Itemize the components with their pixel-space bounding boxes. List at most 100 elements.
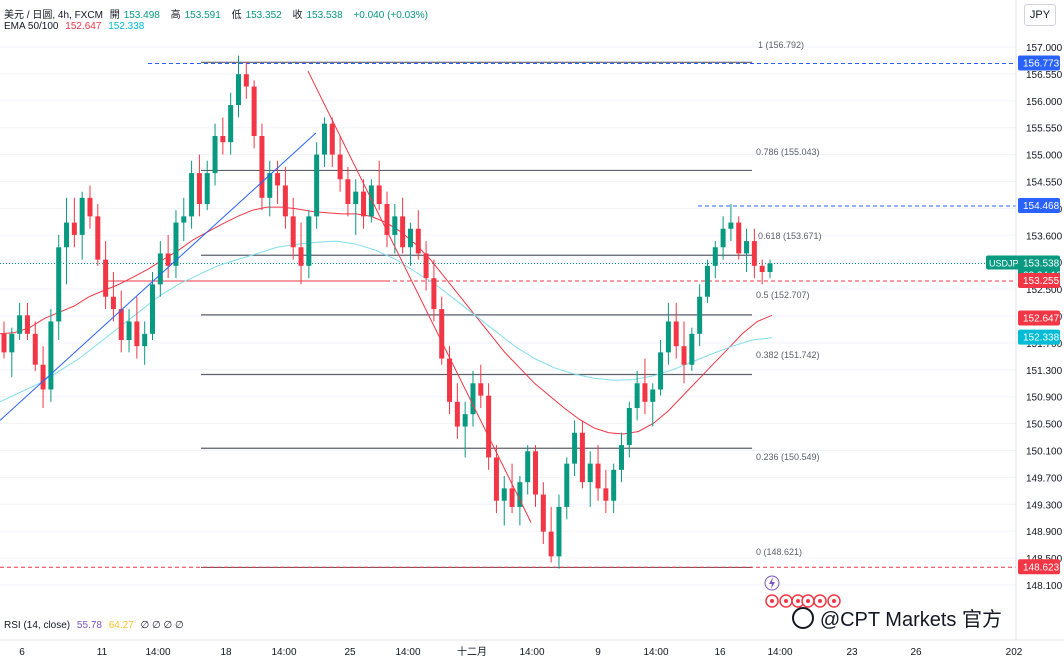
- candle-body: [251, 86, 257, 136]
- candle-body: [48, 321, 54, 390]
- fib-level-label: 0.5 (152.707): [756, 290, 810, 300]
- candle-body: [150, 284, 156, 334]
- candle-body: [306, 216, 312, 266]
- rsi-legend: RSI (14, close) 55.78 64.27 ∅ ∅ ∅ ∅: [4, 620, 188, 631]
- candle-body: [173, 222, 179, 266]
- candle-body: [220, 136, 226, 143]
- candle-body: [118, 309, 124, 340]
- candle-body: [673, 321, 679, 347]
- price-badge-value: 156.773: [1023, 58, 1060, 69]
- ema-lines: [0, 206, 773, 435]
- candle-body: [767, 263, 773, 272]
- time-axis[interactable]: 6 11 14:00 18 14:00 25 14:00 十二月 14:00 9 14:00 16 14…: [0, 639, 1064, 658]
- price-badge-value: 152.338: [1023, 333, 1060, 344]
- candle-body: [79, 197, 85, 235]
- horizontal-lines[interactable]: [0, 62, 1016, 568]
- y-tick-label: 153.600: [1026, 231, 1063, 242]
- x-tick-label: 25: [344, 647, 356, 658]
- candle-body: [525, 451, 531, 483]
- candle-body: [751, 241, 757, 266]
- price-axis[interactable]: 157.000 156.550 156.000 155.550 155.000 154.5…: [986, 0, 1063, 640]
- rsi-value: 55.78: [76, 620, 102, 631]
- uptrend-line: [0, 132, 317, 421]
- event-dot: [796, 599, 800, 603]
- ohlc-close: 收 153.538: [292, 10, 343, 21]
- candle-body: [87, 197, 93, 217]
- candle-body: [17, 315, 23, 334]
- price-badge: [1018, 272, 1060, 288]
- y-tick-label: 151.300: [1026, 366, 1063, 377]
- fib-level-label: 0 (148.621): [756, 547, 802, 557]
- x-tick-label: 18: [220, 647, 232, 658]
- candle-body: [267, 173, 273, 198]
- price-badge-value: 154.468: [1023, 201, 1060, 212]
- candle-body: [235, 74, 241, 106]
- candle-body: [439, 309, 445, 359]
- candle-body: [478, 383, 484, 396]
- candle-body: [71, 222, 77, 235]
- y-tick-label: 149.300: [1026, 500, 1063, 511]
- ohlc-low: 低 153.352: [231, 10, 282, 21]
- price-badge: [1018, 329, 1060, 345]
- y-tick-label: 149.700: [1026, 473, 1063, 484]
- y-tick-label: 148.100: [1026, 581, 1063, 592]
- economic-events[interactable]: [764, 575, 841, 608]
- candle-body: [447, 358, 453, 402]
- x-tick-label: 14:00: [145, 647, 170, 658]
- candle-body: [462, 414, 468, 427]
- candle-body: [572, 432, 578, 464]
- candle-body: [470, 383, 476, 415]
- candle-body: [689, 333, 695, 365]
- rsi-label: RSI (14, close): [4, 620, 71, 631]
- y-tick-label: 155.000: [1026, 151, 1063, 162]
- candle-body: [423, 253, 429, 279]
- x-tick-label: 14:00: [271, 647, 296, 658]
- candle-body: [400, 216, 406, 248]
- candle-body: [337, 154, 343, 180]
- candle-body: [103, 259, 109, 297]
- candle-body: [712, 247, 718, 266]
- candle-body: [40, 364, 46, 390]
- fib-level-label: 0.382 (151.742): [756, 350, 820, 360]
- price-badge-value: 153.538: [1023, 258, 1060, 269]
- candlestick-series: [1, 55, 773, 569]
- x-tick-label: 6: [19, 647, 25, 658]
- watermark: @CPT Markets 官方: [791, 603, 1002, 632]
- lightning-icon: [764, 575, 780, 591]
- candle-body: [759, 265, 765, 272]
- candle-body: [282, 185, 288, 217]
- candle-body: [392, 216, 398, 235]
- candle-body: [611, 469, 617, 501]
- y-tick-label: 150.900: [1026, 393, 1063, 404]
- candle-body: [720, 228, 726, 248]
- currency-button[interactable]: JPY: [1024, 4, 1056, 26]
- y-tick-label: 156.550: [1026, 70, 1063, 81]
- candle-body: [665, 321, 671, 353]
- y-tick-label: 155.550: [1026, 124, 1063, 135]
- candle-body: [564, 463, 570, 507]
- fibonacci-retracement[interactable]: 1 (156.792) 0.786 (155.043) 0.618 (153.671…: [201, 40, 822, 569]
- fib-level-label: 0.236 (150.549): [756, 452, 820, 462]
- candle-body: [509, 488, 515, 507]
- candle-body: [556, 506, 562, 557]
- candle-body: [486, 395, 492, 458]
- ema-label: EMA 50/100: [4, 21, 59, 32]
- candle-body: [704, 265, 710, 297]
- candle-body: [181, 216, 187, 223]
- candle-body: [697, 296, 703, 334]
- x-tick-label: 14:00: [767, 647, 792, 658]
- price-badge: [1018, 310, 1060, 326]
- candle-body: [658, 352, 664, 390]
- trend-lines[interactable]: [0, 70, 532, 523]
- price-badge-value: 153.255: [1023, 276, 1060, 287]
- candle-body: [626, 408, 632, 446]
- x-tick-label: 11: [97, 647, 108, 658]
- candle-body: [345, 179, 351, 204]
- ema50-value: 152.647: [65, 21, 102, 32]
- ohlc-high: 高 153.591: [170, 10, 221, 21]
- x-tick-label: 26: [910, 647, 922, 658]
- candle-body: [290, 216, 296, 248]
- candle-body: [634, 383, 640, 408]
- candle-body: [407, 228, 413, 248]
